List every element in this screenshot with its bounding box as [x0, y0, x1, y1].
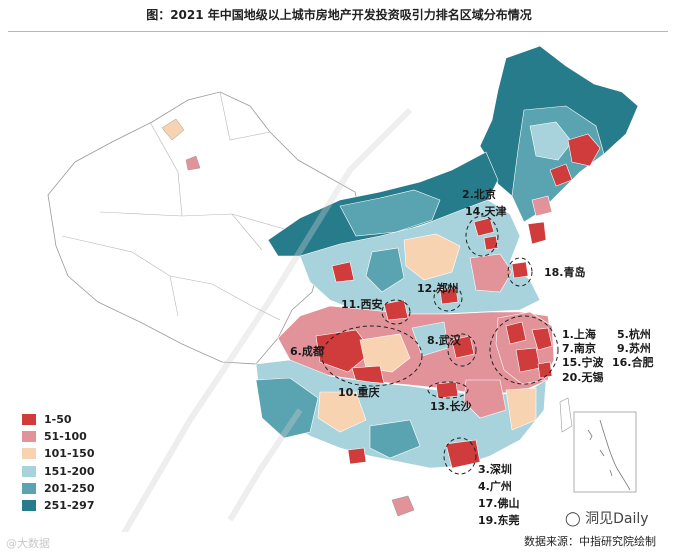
region-hubei-mix [411, 321, 449, 357]
region-zhengzhou [439, 287, 459, 305]
region-shanxi-mix [365, 247, 405, 293]
legend-swatch [22, 448, 36, 460]
region-fujian-mix [505, 387, 537, 431]
city-label-xian: 11.西安 [341, 298, 383, 311]
region-hainan [391, 495, 415, 517]
ellipse-zhengzhou [433, 284, 463, 312]
region-pearl-delta [445, 439, 481, 469]
title-divider [8, 31, 668, 32]
city-label-nanjing: 7.南京 [562, 342, 596, 355]
ellipse-pearl [443, 437, 477, 475]
region-spot-north-west [161, 118, 185, 141]
region-hangzhou [515, 347, 541, 373]
ellipse-changsha [427, 381, 469, 399]
region-north-red-spot [331, 261, 355, 283]
china-map [47, 45, 639, 532]
region-jiangxi-mix [463, 379, 507, 419]
region-north-band-mid [339, 189, 441, 237]
region-shenyang [531, 195, 553, 217]
legend-label: 1-50 [44, 413, 72, 427]
legend-item: 1-50 [22, 411, 95, 428]
city-label-hangzhou: 5.杭州 [617, 328, 651, 341]
region-chengdu [315, 329, 373, 373]
legend-label: 201-250 [44, 481, 95, 495]
city-label-changsha: 13.长沙 [430, 400, 472, 413]
legend-label: 151-200 [44, 464, 95, 478]
region-nanjing [505, 321, 527, 345]
ellipse-xian [381, 299, 411, 325]
legend-swatch [22, 431, 36, 443]
region-ningbo [537, 361, 553, 379]
city-label-hefei: 16.合肥 [612, 356, 654, 369]
legend-label: 251-297 [44, 499, 95, 513]
region-yunnan [255, 377, 319, 439]
region-guangxi-mix [369, 419, 421, 459]
legend-item: 151-200 [22, 463, 95, 480]
region-beijing [473, 217, 495, 237]
city-label-zhengzhou: 12.郑州 [417, 282, 459, 295]
watermark-brand-text: 洞见Daily [585, 511, 649, 527]
region-northeast-mid [529, 121, 573, 161]
city-label-shanghai: 1.上海 [562, 328, 596, 341]
legend-label: 101-150 [44, 447, 95, 461]
legend-swatch [22, 482, 36, 494]
legend-item: 201-250 [22, 480, 95, 497]
region-west-red-south [347, 447, 367, 465]
legend-item: 251-297 [22, 497, 95, 514]
region-spot-west-red [185, 155, 201, 171]
region-taiwan [559, 397, 573, 433]
city-label-dongguan: 19.东莞 [478, 514, 520, 527]
ellipse-beijing [465, 215, 499, 257]
city-label-chongqing: 10.重庆 [338, 386, 380, 399]
legend-label: 51-100 [44, 430, 87, 444]
legend-swatch [22, 414, 36, 426]
legend-item: 101-150 [22, 445, 95, 462]
ellipse-qingdao [507, 257, 533, 287]
south-sea-islands [587, 429, 613, 477]
watermark-stroke-b [227, 408, 303, 522]
south-sea-line [599, 419, 631, 491]
region-harbin [567, 133, 601, 167]
source-note: 数据来源：中指研究院绘制 [524, 535, 656, 548]
city-label-guangzhou: 4.广州 [478, 480, 512, 493]
region-tianjin [483, 235, 499, 251]
legend: 1-50 51-100 101-150 151-200 201-250 251-… [22, 411, 95, 514]
region-changsha [435, 381, 459, 399]
city-label-qingdao: 18.青岛 [544, 266, 586, 279]
watermark-brand: ◯ 洞见Daily [565, 508, 649, 528]
ellipse-chengdu [321, 325, 423, 387]
wechat-icon: ◯ [565, 511, 581, 527]
watermark-stroke-a [121, 107, 413, 532]
south-sea-inset [573, 411, 637, 493]
city-label-tianjin: 14.天津 [465, 205, 507, 218]
city-label-wuxi: 20.无锡 [562, 371, 604, 384]
map-title: 图：2021 年中国地级以上城市房地产开发投资吸引力排名区域分布情况 [146, 8, 532, 22]
legend-swatch [22, 465, 36, 477]
city-label-ningbo: 15.宁波 [562, 356, 604, 369]
region-guizhou-mix [317, 391, 367, 433]
city-label-beijing: 2.北京 [462, 188, 496, 201]
region-shandong-mix [469, 253, 513, 293]
region-xian [383, 299, 409, 321]
region-dalian [527, 221, 547, 245]
region-hebei-mix [403, 233, 461, 281]
region-qingdao [511, 261, 529, 279]
city-label-foshan: 17.佛山 [478, 497, 520, 510]
region-sichuan-mid [359, 333, 411, 373]
city-label-shenzhen: 3.深圳 [478, 463, 512, 476]
legend-item: 51-100 [22, 428, 95, 445]
region-shanghai [531, 327, 553, 351]
city-label-wuhan: 8.武汉 [427, 334, 461, 347]
watermark-small: @大数据 [6, 537, 50, 550]
legend-swatch [22, 500, 36, 512]
city-label-suzhou: 9.苏州 [617, 342, 651, 355]
ellipse-yangtze [489, 315, 559, 385]
city-label-chengdu: 6.成都 [290, 345, 324, 358]
ellipse-wuhan [447, 333, 477, 367]
region-wuhan [451, 335, 475, 359]
region-changchun [549, 163, 573, 187]
